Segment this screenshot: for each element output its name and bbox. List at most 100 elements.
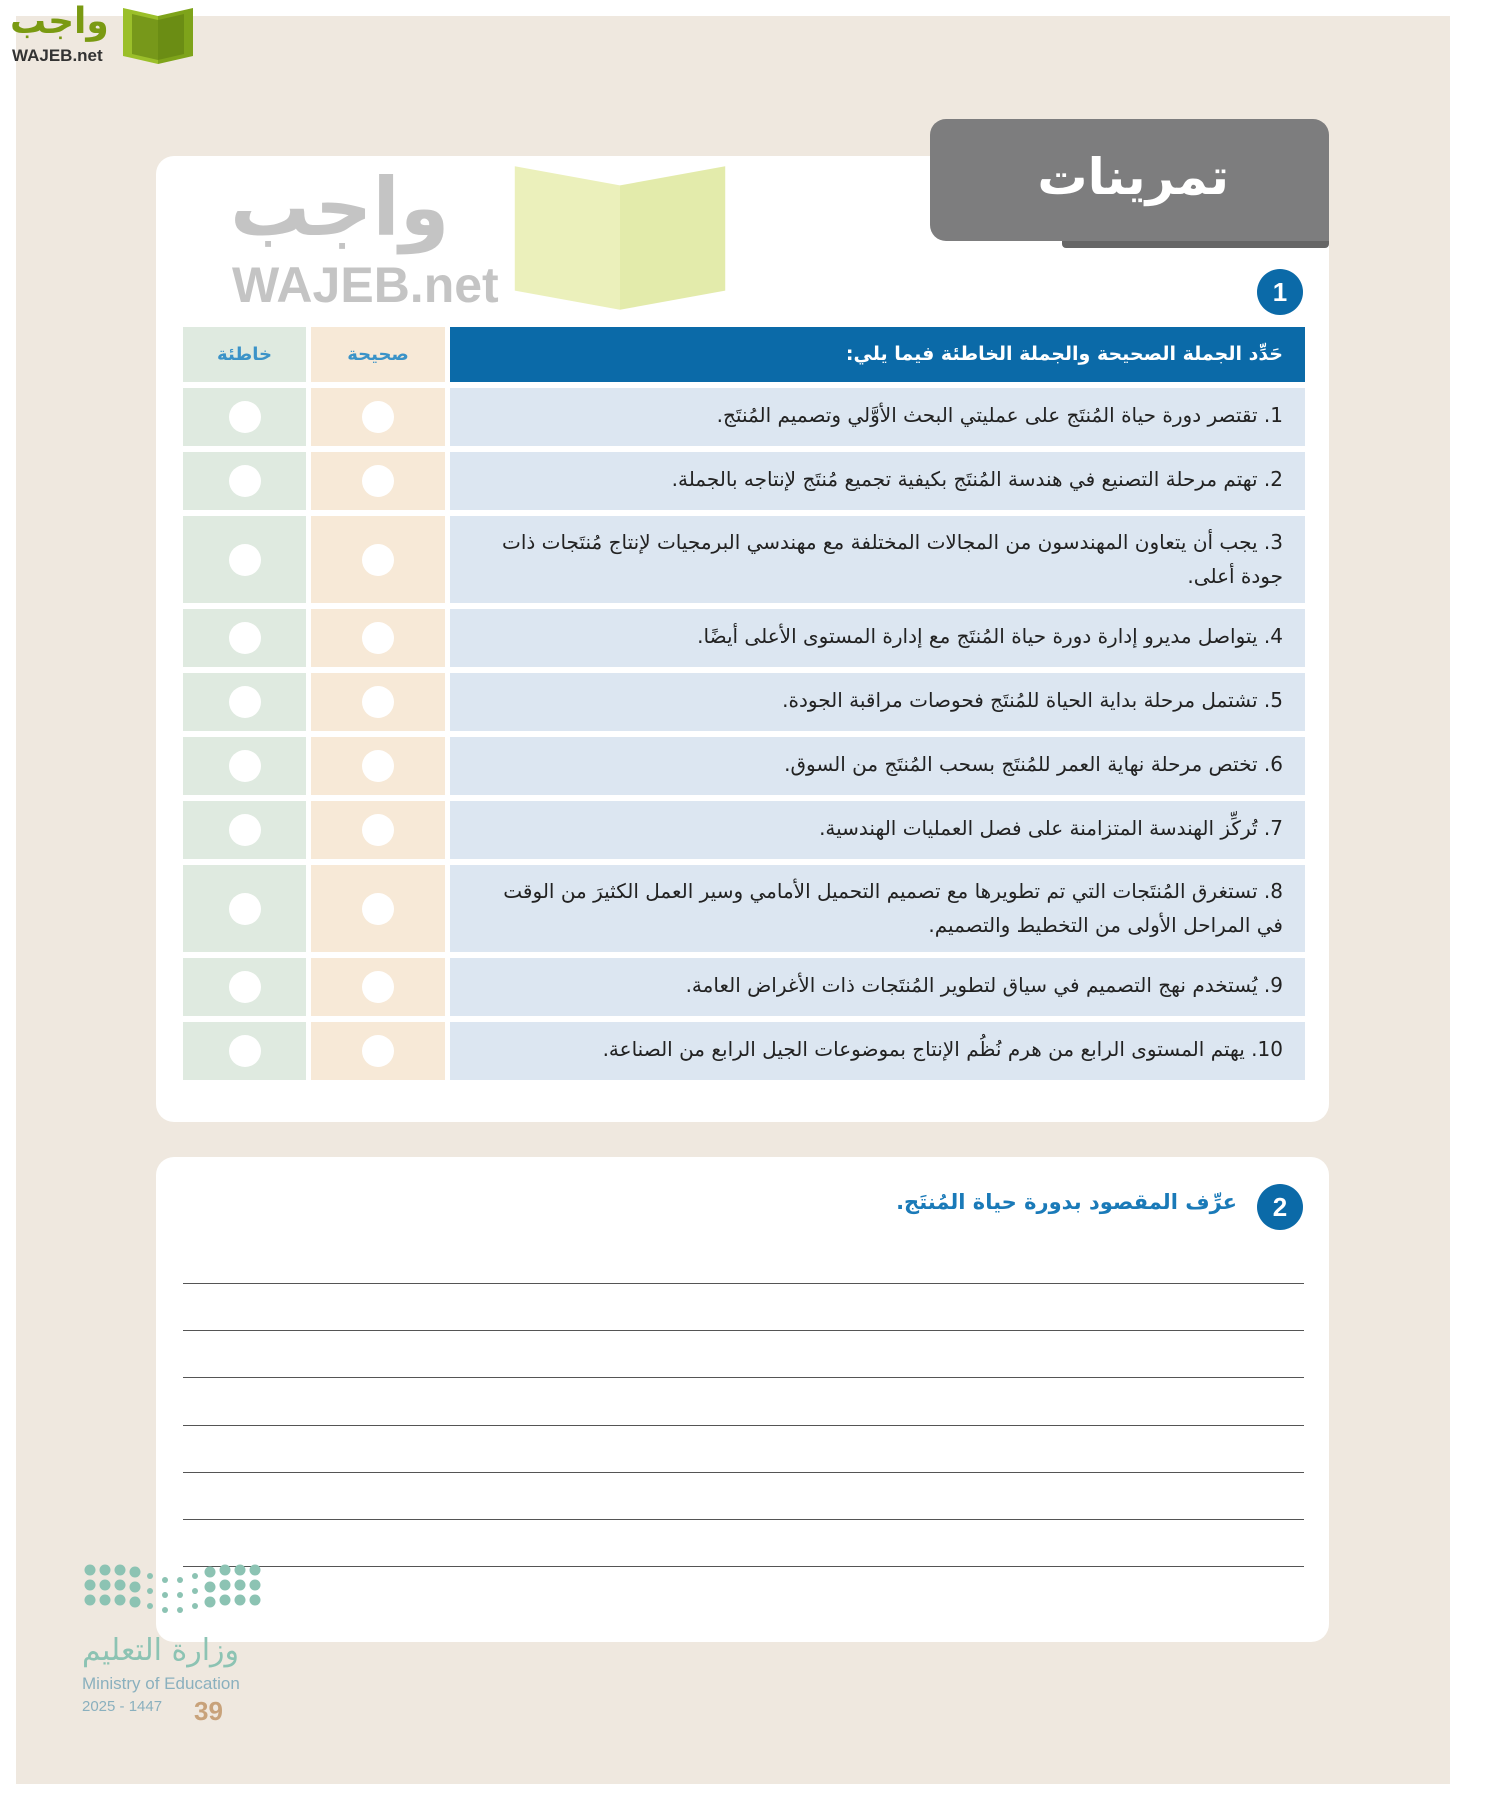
table-row: 7. تُركِّز الهندسة المتزامنة على فصل الع… — [183, 801, 1305, 859]
dot — [99, 1564, 111, 1576]
answer-line[interactable] — [183, 1519, 1304, 1520]
table-row: 1. تقتصر دورة حياة المُنتَج على عمليتي ا… — [183, 388, 1305, 446]
dot — [192, 1573, 198, 1579]
dot — [99, 1579, 111, 1591]
dot — [234, 1564, 246, 1576]
dot — [219, 1579, 231, 1591]
section-title: تمرينات — [930, 119, 1329, 241]
logo-text-en: WAJEB.net — [12, 46, 103, 65]
ministry-dots-icon — [84, 1564, 261, 1613]
true-cell — [311, 737, 445, 795]
true-cell — [311, 388, 445, 446]
answer-line[interactable] — [183, 1330, 1304, 1331]
ministry-name-ar: وزارة التعليم — [82, 1633, 240, 1668]
true-cell — [311, 801, 445, 859]
table-row: 6. تختص مرحلة نهاية العمر للمُنتَج بسحب … — [183, 737, 1305, 795]
statement: 3. يجب أن يتعاون المهندسون من المجالات ا… — [450, 516, 1305, 603]
exercise-2-question: عرِّف المقصود بدورة حياة المُنتَج. — [896, 1190, 1237, 1214]
true-radio[interactable] — [362, 401, 394, 433]
answer-line[interactable] — [183, 1377, 1304, 1378]
dot — [84, 1579, 96, 1591]
false-radio[interactable] — [228, 814, 261, 846]
true-cell — [311, 673, 445, 731]
true-cell — [311, 609, 445, 667]
dot — [192, 1603, 198, 1609]
dot — [204, 1596, 216, 1608]
true-radio[interactable] — [362, 971, 394, 1003]
dot — [114, 1564, 126, 1576]
table-row: 2. تهتم مرحلة التصنيع في هندسة المُنتَج … — [183, 452, 1305, 510]
dot — [177, 1607, 183, 1613]
true-radio[interactable] — [362, 686, 394, 718]
true-radio[interactable] — [362, 750, 394, 782]
table-row: 3. يجب أن يتعاون المهندسون من المجالات ا… — [183, 516, 1305, 603]
true-radio[interactable] — [362, 622, 394, 654]
statement: 10. يهتم المستوى الرابع من هرم نُظُم الإ… — [450, 1022, 1305, 1080]
dot — [114, 1579, 126, 1591]
statement: 2. تهتم مرحلة التصنيع في هندسة المُنتَج … — [450, 452, 1305, 510]
false-radio[interactable] — [228, 543, 261, 576]
false-radio[interactable] — [228, 750, 261, 782]
true-radio[interactable] — [362, 543, 394, 576]
true-radio[interactable] — [362, 814, 394, 846]
dot — [99, 1594, 111, 1606]
exercise-2-card — [156, 1157, 1329, 1642]
statement: 6. تختص مرحلة نهاية العمر للمُنتَج بسحب … — [450, 737, 1305, 795]
false-radio[interactable] — [228, 971, 261, 1003]
true-cell — [311, 516, 445, 603]
false-cell — [183, 452, 306, 510]
true-false-table: حَدِّد الجملة الصحيحة والجملة الخاطئة في… — [183, 327, 1305, 1086]
dot — [249, 1594, 261, 1606]
false-radio[interactable] — [228, 1035, 261, 1067]
false-radio[interactable] — [228, 622, 261, 654]
dot — [204, 1581, 216, 1593]
false-radio[interactable] — [228, 686, 261, 718]
dot — [129, 1581, 141, 1593]
true-cell — [311, 1022, 445, 1080]
dot — [219, 1564, 231, 1576]
true-cell — [311, 958, 445, 1016]
false-cell — [183, 1022, 306, 1080]
answer-line[interactable] — [183, 1425, 1304, 1426]
table-row: 5. تشتمل مرحلة بداية الحياة للمُنتَج فحو… — [183, 673, 1305, 731]
true-cell — [311, 865, 445, 952]
dot — [162, 1577, 168, 1583]
answer-line[interactable] — [183, 1566, 1304, 1567]
dot — [234, 1594, 246, 1606]
statement: 9. يُستخدم نهج التصميم في سياق لتطوير ال… — [450, 958, 1305, 1016]
dot — [162, 1607, 168, 1613]
false-radio[interactable] — [228, 401, 261, 433]
ministry-logo: وزارة التعليم Ministry of Education 2025… — [82, 1562, 302, 1726]
statement: 8. تستغرق المُنتَجات التي تم تطويرها مع … — [450, 865, 1305, 952]
true-radio[interactable] — [362, 1035, 394, 1067]
dot — [129, 1566, 141, 1578]
false-column-header: خاطئة — [183, 327, 306, 382]
ministry-name-en: Ministry of Education — [82, 1674, 240, 1693]
false-cell — [183, 388, 306, 446]
false-cell — [183, 673, 306, 731]
dot — [204, 1566, 216, 1578]
false-radio[interactable] — [228, 465, 261, 497]
year: 2025 - 1447 — [82, 1698, 163, 1715]
exercise-number-badge: 1 — [1257, 269, 1303, 315]
true-radio[interactable] — [362, 892, 394, 925]
dot — [114, 1594, 126, 1606]
page-number: 39 — [194, 1696, 223, 1726]
logo-text-ar: واجب — [10, 1, 109, 42]
book-icon — [123, 8, 193, 64]
dot — [147, 1573, 153, 1579]
statement: 7. تُركِّز الهندسة المتزامنة على فصل الع… — [450, 801, 1305, 859]
wajeb-logo[interactable]: واجب WAJEB.net — [10, 2, 200, 72]
false-cell — [183, 801, 306, 859]
dot — [84, 1564, 96, 1576]
false-radio[interactable] — [228, 892, 261, 925]
true-radio[interactable] — [362, 465, 394, 497]
table-row: 4. يتواصل مديرو إدارة دورة حياة المُنتَج… — [183, 609, 1305, 667]
false-cell — [183, 865, 306, 952]
dot — [177, 1577, 183, 1583]
answer-line[interactable] — [183, 1283, 1304, 1284]
dot — [249, 1564, 261, 1576]
dot — [129, 1596, 141, 1608]
false-cell — [183, 737, 306, 795]
answer-line[interactable] — [183, 1472, 1304, 1473]
